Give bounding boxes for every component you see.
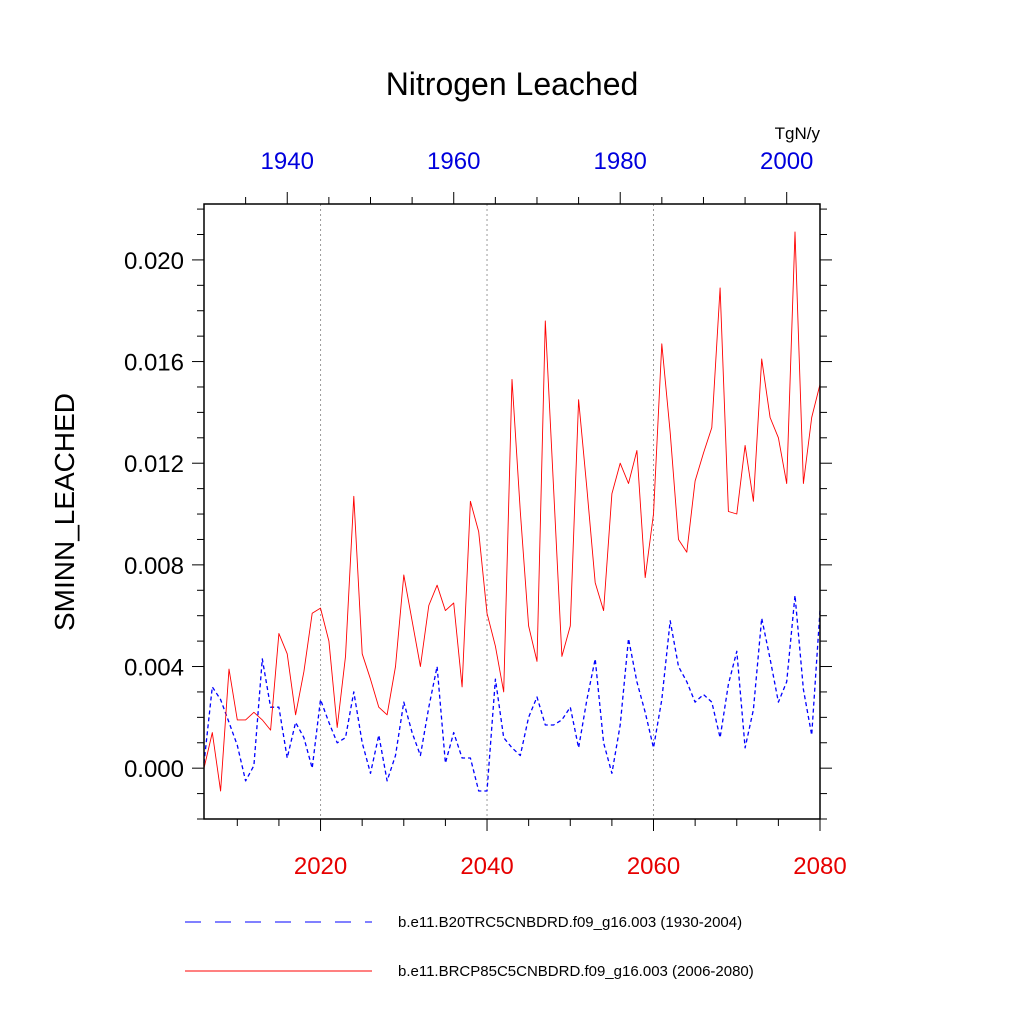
ytick-label-3: 0.012 — [124, 451, 184, 478]
xtick-label-top-3: 2000 — [760, 148, 813, 175]
xtick-label-top-1: 1960 — [427, 148, 480, 175]
y-axis-label: SMINN_LEACHED — [49, 393, 80, 631]
legend: b.e11.B20TRC5CNBDRD.f09_g16.003 (1930-20… — [185, 914, 754, 980]
units-label: TgN/y — [775, 124, 821, 143]
ytick-label-2: 0.008 — [124, 553, 184, 580]
ytick-label-0: 0.000 — [124, 756, 184, 783]
xtick-label-bottom-0: 2020 — [294, 853, 347, 880]
ytick-label-1: 0.004 — [124, 655, 184, 682]
gridlines — [320, 204, 655, 819]
series-line-historical — [203, 594, 821, 792]
axes: 0.000 0.004 0.008 0.012 0.016 0.020 2020 2040 20… — [124, 148, 847, 880]
series-line-rcp85 — [203, 231, 821, 792]
legend-label-historical: b.e11.B20TRC5CNBDRD.f09_g16.003 (1930-20… — [398, 914, 742, 931]
xtick-label-top-0: 1940 — [261, 148, 314, 175]
xtick-label-bottom-1: 2040 — [460, 853, 513, 880]
series-layer — [203, 231, 821, 792]
xtick-label-top-2: 1980 — [594, 148, 647, 175]
xtick-label-bottom-2: 2060 — [627, 853, 680, 880]
legend-label-rcp85: b.e11.BRCP85C5CNBDRD.f09_g16.003 (2006-2… — [398, 963, 754, 980]
chart-title: Nitrogen Leached — [386, 66, 639, 102]
ytick-label-4: 0.016 — [124, 350, 184, 377]
plot-frame — [203, 203, 821, 820]
xtick-label-bottom-3: 2080 — [793, 853, 846, 880]
ytick-label-5: 0.020 — [124, 248, 184, 275]
